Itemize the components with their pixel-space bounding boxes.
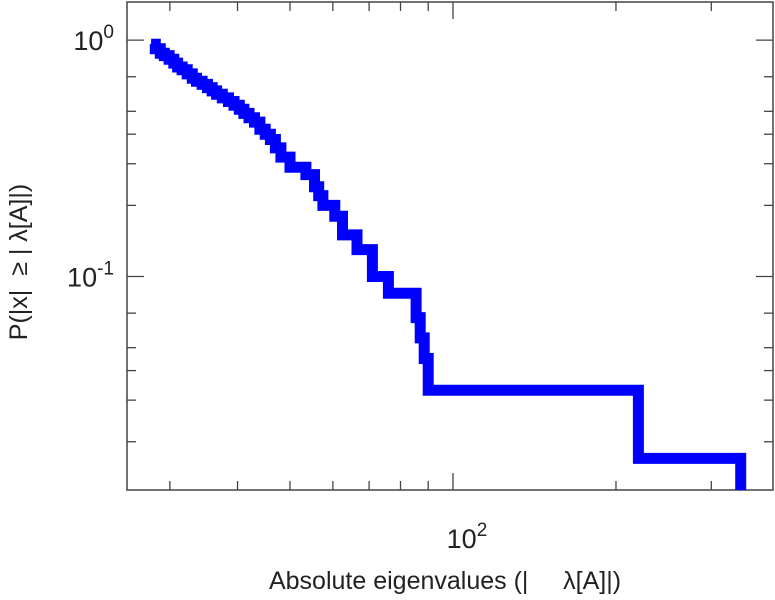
plot-frame — [126, 1, 774, 491]
data-point — [284, 156, 287, 158]
data-point — [296, 166, 298, 169]
data-point — [154, 47, 157, 50]
data-point — [176, 66, 179, 68]
data-point — [274, 147, 277, 149]
data-point — [168, 58, 170, 61]
data-point — [215, 93, 218, 96]
data-point — [259, 128, 261, 131]
data-point — [227, 100, 230, 103]
data-point — [172, 62, 175, 64]
axis-ticks — [127, 2, 773, 490]
data-point — [356, 248, 358, 251]
data-point — [221, 97, 224, 99]
y-tick-label: 100 — [73, 22, 114, 56]
data-point — [253, 121, 256, 123]
data-point — [201, 83, 203, 86]
data-point — [280, 156, 282, 158]
data-point — [440, 389, 442, 392]
data-point — [159, 52, 162, 55]
data-point — [186, 73, 189, 75]
data-point — [195, 80, 198, 83]
data-point — [269, 138, 272, 141]
data-point — [349, 234, 351, 236]
series-layer — [149, 38, 747, 491]
series-line-0 — [149, 38, 747, 490]
data-point — [419, 337, 422, 339]
data-point — [243, 112, 245, 115]
data-point — [620, 389, 623, 392]
x-tick-label: 102 — [447, 520, 488, 554]
data-point — [289, 166, 291, 169]
data-point — [326, 204, 329, 207]
data-point — [163, 54, 166, 57]
x-axis-label: Absolute eigenvalues (| λ[A]|) — [269, 567, 621, 595]
y-tick-label: 10-1 — [67, 259, 114, 293]
data-point — [233, 104, 235, 107]
data-point — [739, 489, 742, 491]
data-point — [191, 77, 194, 80]
y-axis-label: P(|x| ≥ | λ[A]|) — [5, 184, 33, 340]
data-point — [181, 68, 183, 71]
data-point — [371, 275, 374, 278]
data-point — [248, 116, 250, 119]
data-point — [322, 204, 324, 207]
axis-tick-labels: 102 100 10-1 — [67, 22, 487, 554]
data-point — [334, 215, 336, 217]
data-point — [211, 90, 213, 92]
data-point — [427, 389, 430, 392]
axes-frame — [126, 1, 774, 491]
data-point — [313, 185, 316, 188]
data-point — [415, 316, 417, 319]
data-point — [495, 389, 497, 392]
data-point — [718, 457, 720, 460]
data-point — [562, 389, 565, 392]
data-point — [305, 173, 307, 176]
data-point — [317, 194, 320, 197]
data-point — [264, 133, 267, 136]
data-point — [238, 108, 241, 111]
data-point — [341, 234, 344, 236]
data-point — [637, 457, 640, 460]
data-point — [206, 86, 209, 89]
data-point — [150, 43, 152, 46]
data-point — [411, 292, 413, 295]
data-point — [423, 357, 426, 360]
data-point — [387, 292, 390, 295]
